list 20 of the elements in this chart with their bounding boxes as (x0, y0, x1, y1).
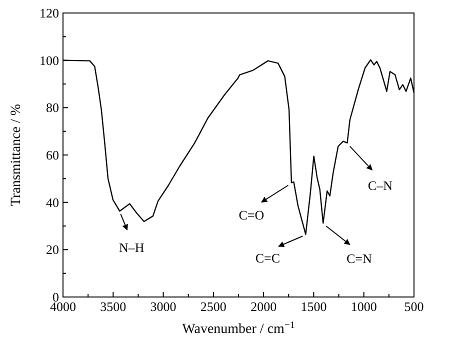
x-tick-label: 2500 (200, 299, 226, 314)
x-tick-label: 2000 (250, 299, 277, 314)
x-tick-label: 3500 (100, 299, 126, 314)
y-tick-label: 40 (46, 194, 59, 210)
y-tick-label: 120 (40, 6, 59, 20)
annotation: C=C (255, 250, 280, 266)
annotation: C=O (238, 208, 264, 223)
x-tick-label: 1500 (300, 299, 327, 314)
y-tick-label: 80 (46, 100, 59, 116)
x-tick-label: 500 (404, 299, 424, 314)
annotation: N–H (119, 240, 144, 256)
x-tick-label: 1000 (350, 299, 377, 314)
y-tick-label: 100 (40, 52, 59, 68)
y-axis-title: Transmittance / % (9, 104, 24, 206)
x-axis-title: Wavenumber / cm$^{−1}$ (182, 320, 295, 337)
annotation: C=N (346, 251, 372, 266)
y-tick-label: 20 (46, 242, 59, 258)
x-tick-label: 3000 (150, 299, 176, 314)
y-tick-label: 60 (46, 148, 59, 162)
annotation: C–N (368, 178, 394, 193)
